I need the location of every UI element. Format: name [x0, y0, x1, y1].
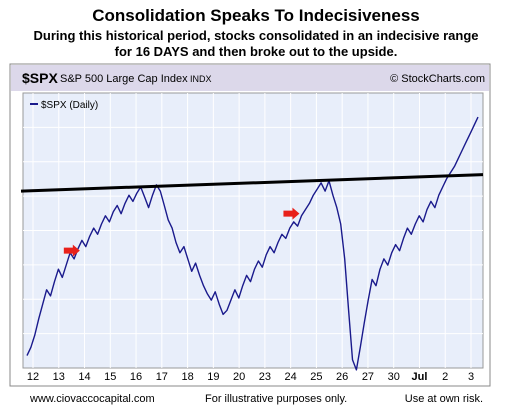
red-arrow-icon: [283, 207, 300, 220]
subtitle-line-2: for 16 DAYS and then broke out to the up…: [114, 44, 398, 59]
x-tick-label: 16: [130, 371, 142, 383]
x-tick-label: 15: [104, 371, 116, 383]
chart-header-band: [11, 65, 489, 91]
x-tick-label: 3: [468, 371, 474, 383]
arrow-markers: [63, 207, 300, 257]
exchange-label: INDX: [190, 74, 212, 84]
footer-risk: Use at own risk.: [405, 393, 483, 405]
index-description: S&P 500 Large Cap Index: [60, 73, 188, 85]
symbol-label: $SPX: [22, 70, 58, 86]
x-tick-label: 26: [336, 371, 348, 383]
chart-subtitle: During this historical period, stocks co…: [10, 28, 502, 60]
x-tick-label: 14: [78, 371, 90, 383]
x-tick-label: 24: [285, 371, 297, 383]
x-axis-ticks: 12 13 14 15 16 17 18 19 20 23 24 25 26 27 30 Jul 2 3: [27, 371, 474, 383]
watermark-label: © StockCharts.com: [390, 73, 485, 85]
x-tick-label: Jul: [412, 371, 428, 383]
x-tick-label: 2: [442, 371, 448, 383]
x-tick-label: 17: [156, 371, 168, 383]
footer-website: www.ciovaccocapital.com: [29, 393, 155, 405]
footer-disclaimer: For illustrative purposes only.: [205, 393, 347, 405]
x-tick-label: 25: [310, 371, 322, 383]
chart-title: Consolidation Speaks To Indecisiveness: [92, 6, 420, 25]
x-tick-label: 12: [27, 371, 39, 383]
x-tick-label: 13: [53, 371, 65, 383]
spx-price-line: [26, 116, 479, 371]
subtitle-line-1: During this historical period, stocks co…: [33, 28, 479, 43]
x-tick-label: 27: [362, 371, 374, 383]
x-tick-label: 20: [233, 371, 245, 383]
red-arrow-icon: [63, 244, 80, 257]
x-tick-label: 18: [181, 371, 193, 383]
x-tick-label: 19: [207, 371, 219, 383]
x-tick-label: 23: [259, 371, 271, 383]
resistance-line: [20, 173, 484, 193]
x-tick-label: 30: [388, 371, 400, 383]
legend-label: $SPX (Daily): [41, 100, 98, 111]
